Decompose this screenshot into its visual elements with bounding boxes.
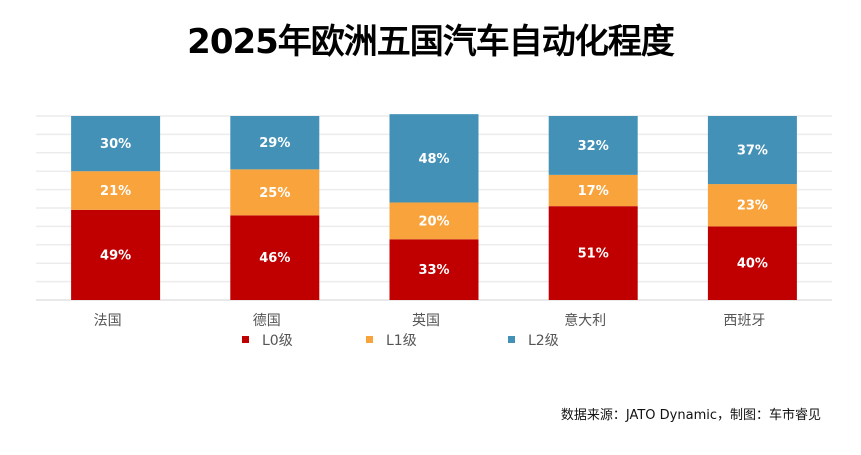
legend-marker bbox=[366, 336, 373, 343]
legend-label: L0级 bbox=[262, 333, 293, 349]
bar-segment-L1级 bbox=[389, 202, 479, 240]
bar-segment-L1级 bbox=[548, 174, 638, 207]
legend-marker bbox=[242, 336, 249, 343]
data-label: 20% bbox=[418, 214, 449, 229]
data-label: 37% bbox=[737, 144, 768, 159]
data-label: 23% bbox=[737, 199, 768, 214]
legend-label: L2级 bbox=[528, 333, 559, 349]
bar-segment-L0级 bbox=[230, 215, 320, 300]
data-label: 21% bbox=[100, 184, 131, 199]
category-label: 意大利 bbox=[564, 312, 606, 329]
category-label: 英国 bbox=[412, 312, 440, 329]
bar-segment-L1级 bbox=[230, 169, 320, 216]
data-label: 32% bbox=[578, 139, 609, 154]
bar-segment-L0级 bbox=[707, 226, 797, 300]
data-label: 33% bbox=[418, 263, 449, 278]
data-label: 17% bbox=[578, 184, 609, 199]
chart-title: 2025年欧洲五国汽车自动化程度 bbox=[187, 22, 675, 62]
bar-segment-L1级 bbox=[707, 184, 797, 227]
bar-segment-L0级 bbox=[548, 206, 638, 300]
data-label: 46% bbox=[259, 251, 290, 266]
data-label: 25% bbox=[259, 186, 290, 201]
data-label: 40% bbox=[737, 257, 768, 272]
data-label: 48% bbox=[418, 152, 449, 167]
bar-segment-L2级 bbox=[71, 116, 161, 172]
data-label: 30% bbox=[100, 137, 131, 152]
data-label: 51% bbox=[578, 247, 609, 262]
legend-marker bbox=[508, 336, 515, 343]
category-label: 西班牙 bbox=[723, 313, 765, 329]
bar-segment-L2级 bbox=[389, 114, 479, 203]
bar-segment-L2级 bbox=[707, 116, 797, 185]
data-label: 29% bbox=[259, 136, 290, 151]
source-note: 数据来源：JATO Dynamic，制图：车市睿见 bbox=[560, 408, 821, 423]
bar-segment-L0级 bbox=[389, 239, 479, 300]
data-label: 49% bbox=[100, 248, 131, 263]
bar-segment-L0级 bbox=[71, 209, 161, 300]
bar-segment-L2级 bbox=[230, 116, 320, 170]
category-label: 德国 bbox=[253, 313, 281, 329]
bar-segment-L1级 bbox=[71, 171, 161, 210]
legend-label: L1级 bbox=[386, 333, 417, 349]
bar-segment-L2级 bbox=[548, 116, 638, 175]
category-label: 法国 bbox=[94, 313, 122, 329]
